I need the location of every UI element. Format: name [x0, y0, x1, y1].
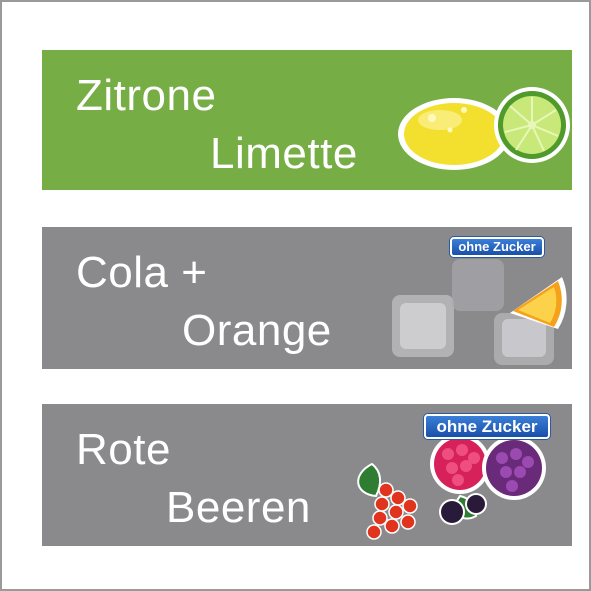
- ohne-zucker-badge: ohne Zucker: [450, 237, 544, 257]
- banner-title-line2: Beeren: [166, 483, 311, 532]
- banner-title-line1: Cola +: [76, 248, 208, 297]
- lemon-lime-image: [398, 87, 570, 170]
- banner-title-line2: Orange: [182, 306, 332, 355]
- banner-rote-beeren: Rote Beeren: [42, 404, 572, 546]
- banner-title-line2: Limette: [210, 129, 358, 178]
- ohne-zucker-badge: ohne Zucker: [424, 414, 550, 439]
- banner-title-line1: Zitrone: [76, 71, 217, 120]
- ice-cubes-orange-image: [392, 259, 567, 365]
- banner-zitrone-limette: Zitrone Limette: [42, 50, 572, 190]
- berries-image: [357, 434, 546, 540]
- banner-cola-orange: Cola + Orange ohne Zucker: [42, 227, 572, 369]
- banner-title-line1: Rote: [76, 425, 171, 474]
